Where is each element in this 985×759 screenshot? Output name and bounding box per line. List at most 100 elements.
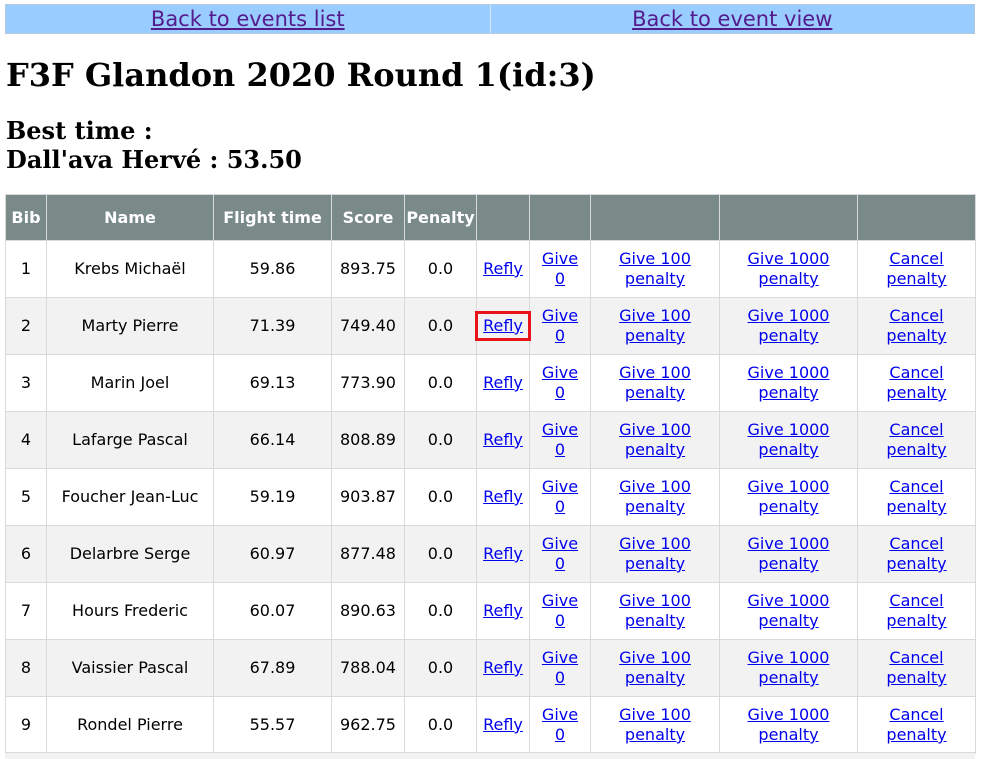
- give-0-line2: 0: [554, 554, 566, 573]
- cancel-penalty-link[interactable]: Cancel penalty: [886, 477, 946, 516]
- give-100-penalty-link[interactable]: Give 100 penalty: [619, 648, 691, 687]
- give-0-link[interactable]: Give 0: [542, 534, 578, 573]
- table-row-partial: [5, 752, 975, 759]
- give-100-penalty-link[interactable]: Give 100 penalty: [619, 363, 691, 402]
- cell-give100: Give 100 penalty: [590, 354, 720, 412]
- cell-name: Foucher Jean-Luc: [46, 468, 214, 526]
- give-1000-line2: penalty: [758, 497, 819, 516]
- refly-link[interactable]: Refly: [483, 658, 523, 677]
- give-1000-penalty-link[interactable]: Give 1000 penalty: [748, 534, 830, 573]
- cell-flight-time: 67.89: [213, 639, 332, 697]
- table-row: 3 Marin Joel 69.13 773.90 0.0 Refly Give…: [5, 354, 976, 412]
- give-1000-line2: penalty: [758, 269, 819, 288]
- cell-name: Marty Pierre: [46, 297, 214, 355]
- refly-link[interactable]: Refly: [483, 316, 523, 335]
- give-100-line2: penalty: [624, 269, 686, 288]
- cancel-penalty-link[interactable]: Cancel penalty: [886, 534, 946, 573]
- give-100-penalty-link[interactable]: Give 100 penalty: [619, 420, 691, 459]
- refly-link[interactable]: Refly: [483, 601, 523, 620]
- give-100-line1: Give 100: [619, 534, 691, 553]
- give-0-line2: 0: [554, 383, 566, 402]
- cell-refly: Refly: [476, 582, 530, 640]
- cell-bib: 6: [5, 525, 47, 583]
- refly-link[interactable]: Refly: [483, 373, 523, 392]
- give-100-penalty-link[interactable]: Give 100 penalty: [619, 591, 691, 630]
- give-0-link[interactable]: Give 0: [542, 705, 578, 744]
- give-0-link[interactable]: Give 0: [542, 249, 578, 288]
- header-refly: [476, 194, 530, 241]
- refly-link[interactable]: Refly: [483, 715, 523, 734]
- table-row: 4 Lafarge Pascal 66.14 808.89 0.0 Refly …: [5, 411, 976, 469]
- table-row: 7 Hours Frederic 60.07 890.63 0.0 Refly …: [5, 582, 976, 640]
- cell-give0: Give 0: [529, 525, 591, 583]
- give-1000-penalty-link[interactable]: Give 1000 penalty: [748, 306, 830, 345]
- cell-cancel: Cancel penalty: [857, 240, 976, 298]
- header-penalty: Penalty: [404, 194, 477, 241]
- cancel-penalty-link[interactable]: Cancel penalty: [886, 306, 946, 345]
- give-100-penalty-link[interactable]: Give 100 penalty: [619, 306, 691, 345]
- table-row: 6 Delarbre Serge 60.97 877.48 0.0 Refly …: [5, 525, 976, 583]
- cell-penalty: 0.0: [404, 582, 477, 640]
- give-0-link[interactable]: Give 0: [542, 591, 578, 630]
- cell-give0: Give 0: [529, 354, 591, 412]
- cancel-penalty-link[interactable]: Cancel penalty: [886, 591, 946, 630]
- give-1000-penalty-link[interactable]: Give 1000 penalty: [748, 705, 830, 744]
- back-to-events-list-link[interactable]: Back to events list: [150, 7, 345, 31]
- give-0-line2: 0: [554, 668, 566, 687]
- give-0-link[interactable]: Give 0: [542, 477, 578, 516]
- give-100-penalty-link[interactable]: Give 100 penalty: [619, 534, 691, 573]
- cancel-line1: Cancel: [889, 306, 944, 325]
- refly-link[interactable]: Refly: [483, 544, 523, 563]
- best-time-label: Best time :: [6, 116, 153, 145]
- cell-flight-time: 71.39: [213, 297, 332, 355]
- give-0-link[interactable]: Give 0: [542, 306, 578, 345]
- table-row: 2 Marty Pierre 71.39 749.40 0.0 Refly Gi…: [5, 297, 976, 355]
- cancel-penalty-link[interactable]: Cancel penalty: [886, 705, 946, 744]
- give-1000-penalty-link[interactable]: Give 1000 penalty: [748, 648, 830, 687]
- refly-link[interactable]: Refly: [483, 430, 523, 449]
- cell-give100: Give 100 penalty: [590, 297, 720, 355]
- give-1000-penalty-link[interactable]: Give 1000 penalty: [748, 363, 830, 402]
- cell-give100: Give 100 penalty: [590, 582, 720, 640]
- cell-name: Delarbre Serge: [46, 525, 214, 583]
- refly-link[interactable]: Refly: [483, 259, 523, 278]
- give-0-line2: 0: [554, 497, 566, 516]
- give-1000-line2: penalty: [758, 554, 819, 573]
- give-100-line2: penalty: [624, 668, 686, 687]
- cell-bib: 8: [5, 639, 47, 697]
- give-1000-penalty-link[interactable]: Give 1000 penalty: [748, 249, 830, 288]
- give-1000-penalty-link[interactable]: Give 1000 penalty: [748, 420, 830, 459]
- give-100-line2: penalty: [624, 383, 686, 402]
- cell-penalty: 0.0: [404, 354, 477, 412]
- cancel-penalty-link[interactable]: Cancel penalty: [886, 420, 946, 459]
- cell-cancel: Cancel penalty: [857, 354, 976, 412]
- give-0-link[interactable]: Give 0: [542, 648, 578, 687]
- cancel-line2: penalty: [886, 668, 947, 687]
- cell-score: 962.75: [331, 696, 405, 754]
- nav-cell-event-view: Back to event view: [489, 5, 975, 33]
- give-0-link[interactable]: Give 0: [542, 363, 578, 402]
- cancel-penalty-link[interactable]: Cancel penalty: [886, 363, 946, 402]
- cell-bib: 5: [5, 468, 47, 526]
- give-1000-penalty-link[interactable]: Give 1000 penalty: [748, 477, 830, 516]
- cell-penalty: 0.0: [404, 525, 477, 583]
- cancel-penalty-link[interactable]: Cancel penalty: [886, 648, 946, 687]
- cell-give1000: Give 1000 penalty: [719, 525, 858, 583]
- cancel-line2: penalty: [886, 725, 947, 744]
- give-100-penalty-link[interactable]: Give 100 penalty: [619, 249, 691, 288]
- give-100-line1: Give 100: [619, 705, 691, 724]
- give-100-penalty-link[interactable]: Give 100 penalty: [619, 705, 691, 744]
- back-to-event-view-link[interactable]: Back to event view: [632, 7, 833, 31]
- cell-name: Rondel Pierre: [46, 696, 214, 754]
- cell-refly: Refly: [476, 354, 530, 412]
- give-100-penalty-link[interactable]: Give 100 penalty: [619, 477, 691, 516]
- cancel-line2: penalty: [886, 269, 947, 288]
- give-0-link[interactable]: Give 0: [542, 420, 578, 459]
- give-0-line1: Give: [541, 363, 579, 382]
- give-1000-penalty-link[interactable]: Give 1000 penalty: [748, 591, 830, 630]
- cancel-penalty-link[interactable]: Cancel penalty: [886, 249, 946, 288]
- cell-flight-time: 59.19: [213, 468, 332, 526]
- give-0-line2: 0: [554, 269, 566, 288]
- cell-flight-time: 59.86: [213, 240, 332, 298]
- refly-link[interactable]: Refly: [483, 487, 523, 506]
